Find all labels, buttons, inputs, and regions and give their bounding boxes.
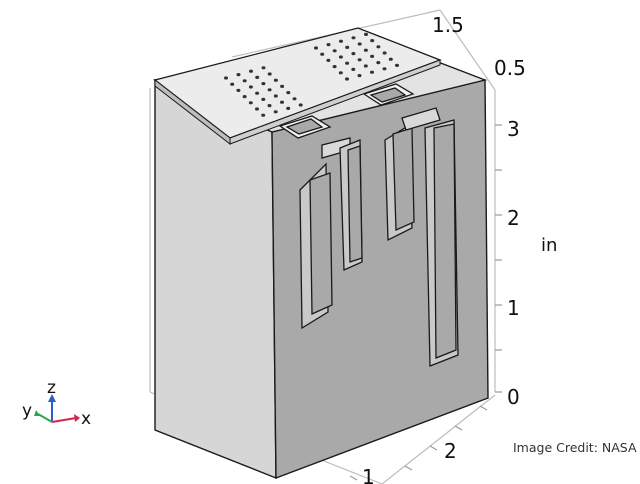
- image-credit: Image Credit: NASA: [513, 440, 637, 455]
- unit-label: in: [541, 235, 557, 256]
- vent-hole: [230, 82, 235, 86]
- vent-hole: [273, 110, 278, 114]
- triad-x-axis: [51, 417, 77, 423]
- vent-hole: [255, 91, 260, 95]
- vent-hole: [351, 36, 356, 40]
- y-axis-ticks: [404, 405, 488, 471]
- slots: [299, 107, 459, 367]
- vent-hole: [345, 61, 350, 65]
- vent-hole: [280, 100, 284, 104]
- triad-x-label: x: [81, 409, 91, 429]
- y-tick-label-0-5: 0.5: [494, 56, 526, 80]
- vent-hole: [280, 84, 285, 88]
- lid-left-edge: [154, 78, 231, 146]
- x-tick-label-2: 2: [444, 439, 457, 463]
- vent-hole: [376, 61, 381, 65]
- vent-hole: [242, 79, 247, 83]
- axis-triad: z x y: [22, 378, 91, 429]
- z-tick-label-3: 3: [507, 117, 520, 141]
- vent-hole: [255, 107, 259, 111]
- vent-hole: [261, 97, 266, 101]
- vent-hole: [363, 48, 368, 52]
- vent-hole: [338, 71, 343, 75]
- vent-hole: [236, 88, 241, 92]
- z-tick-label-1: 1: [507, 296, 520, 320]
- vent-hole: [267, 88, 272, 92]
- z-tick-label-0: 0: [507, 385, 520, 409]
- vent-hole: [364, 32, 368, 37]
- vent-hole: [261, 82, 266, 86]
- vent-hole: [286, 91, 291, 95]
- vent-hole: [357, 58, 362, 62]
- vent-hole: [273, 78, 278, 82]
- vent-hole: [370, 70, 374, 74]
- vent-hole: [267, 72, 272, 76]
- vent-hole: [339, 39, 343, 43]
- y-tick-label-1-5: 1.5: [432, 13, 464, 37]
- vent-hole: [388, 57, 393, 61]
- vent-hole: [363, 64, 368, 68]
- vent-hole: [267, 104, 272, 108]
- triad-y-arrow: [34, 410, 40, 416]
- vent-hole: [261, 113, 266, 117]
- vent-hole: [376, 45, 381, 49]
- vent-hole: [248, 101, 253, 105]
- vent-hole: [357, 74, 362, 78]
- x-tick-label-1: 1: [362, 465, 375, 484]
- vent-hole: [382, 67, 387, 71]
- vent-hole: [332, 49, 337, 53]
- vent-hole: [249, 69, 253, 73]
- vent-hole: [286, 106, 291, 110]
- vent-holes: [224, 32, 399, 117]
- vent-hole: [261, 66, 266, 70]
- vent-hole: [351, 67, 356, 71]
- vent-hole: [332, 65, 337, 69]
- triad-y-axis: [37, 413, 53, 423]
- triad-y-label: y: [22, 401, 32, 421]
- vent-hole: [236, 73, 241, 77]
- vent-hole: [345, 77, 349, 81]
- vent-hole: [320, 52, 325, 56]
- vent-hole: [345, 45, 350, 50]
- triad-x-arrow: [74, 414, 80, 422]
- vent-hole: [242, 95, 247, 99]
- vent-hole: [292, 97, 297, 101]
- vent-hole: [314, 46, 318, 50]
- vent-hole: [326, 43, 331, 47]
- vent-hole: [351, 52, 356, 56]
- vent-hole: [395, 63, 399, 67]
- vent-hole: [298, 103, 303, 107]
- vent-hole: [224, 76, 228, 80]
- vent-hole: [255, 75, 260, 79]
- vent-hole: [382, 51, 387, 55]
- vent-hole: [273, 94, 278, 98]
- top-ports: [278, 83, 415, 139]
- vent-hole: [326, 58, 331, 63]
- left-face: [154, 78, 277, 480]
- z-axis-ticks: [495, 124, 502, 393]
- vent-hole: [248, 85, 253, 89]
- triad-z-arrow: [48, 394, 56, 402]
- vent-hole: [370, 54, 375, 59]
- triad-z-label: z: [47, 378, 56, 398]
- vent-hole: [338, 55, 343, 59]
- z-tick-label-2: 2: [507, 206, 520, 230]
- vent-hole: [357, 42, 362, 46]
- vent-hole: [370, 39, 375, 43]
